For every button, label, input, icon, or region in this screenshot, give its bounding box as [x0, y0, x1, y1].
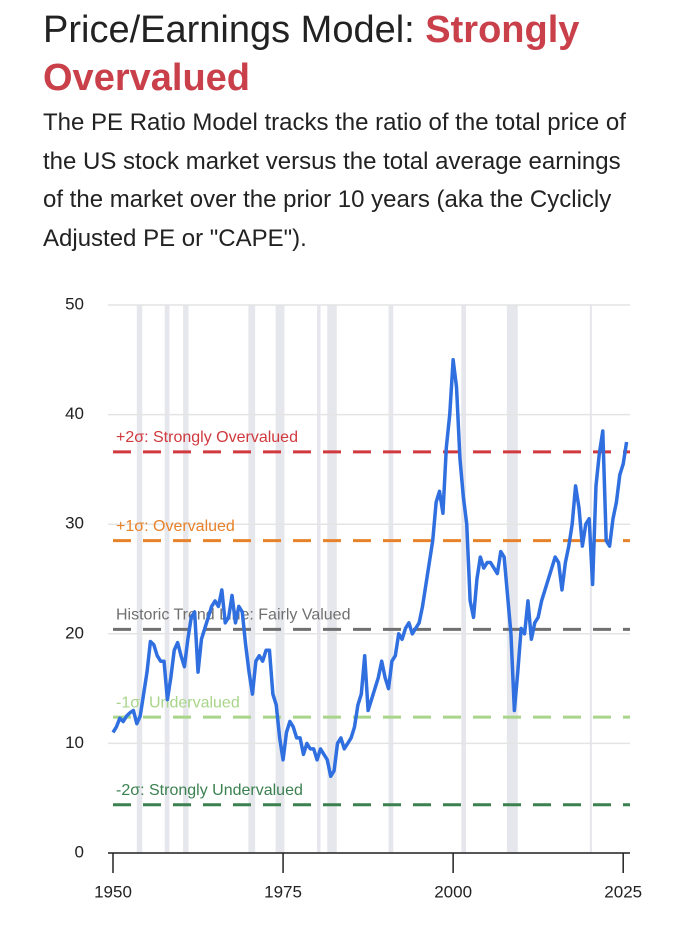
y-tick-label: 10: [65, 733, 84, 752]
recession-band: [506, 305, 518, 853]
recession-band: [248, 305, 256, 853]
x-tick-label: 2000: [434, 882, 472, 901]
y-tick-label: 50: [65, 294, 84, 313]
y-tick-label: 20: [65, 623, 84, 642]
recession-band: [136, 305, 143, 853]
description: The PE Ratio Model tracks the ratio of t…: [43, 109, 626, 252]
chart: 0 10 20 30 40 50 1950 1975 2000 2025 +2σ: Strongly…: [65, 294, 642, 901]
cape-line: [111, 358, 629, 779]
reference-label: -2σ: Strongly Undervalued: [116, 782, 303, 799]
title-highlight: Strongly Overvalued: [43, 9, 580, 99]
y-tick-label: 40: [65, 404, 84, 423]
x-tick-label: 1975: [264, 882, 302, 901]
recession-band: [183, 305, 189, 853]
recession-band: [388, 305, 394, 853]
x-tick-label: 1950: [94, 882, 132, 901]
recession-band: [327, 305, 337, 853]
recession-band: [164, 305, 170, 853]
reference-label: -1σ: Undervalued: [116, 694, 240, 711]
heading: Price/Earnings Model: Strongly Overvalue…: [43, 6, 663, 102]
y-tick-label: 0: [75, 842, 84, 861]
x-tick-label: 2025: [604, 882, 642, 901]
reference-label: +2σ: Strongly Overvalued: [116, 429, 298, 446]
recession-band: [317, 305, 321, 853]
recession-band: [461, 305, 467, 853]
recession-band: [275, 305, 285, 853]
title: Price/Earnings Model:: [43, 9, 426, 51]
reference-label: +1σ: Overvalued: [116, 518, 235, 535]
y-tick-label: 30: [65, 514, 84, 533]
